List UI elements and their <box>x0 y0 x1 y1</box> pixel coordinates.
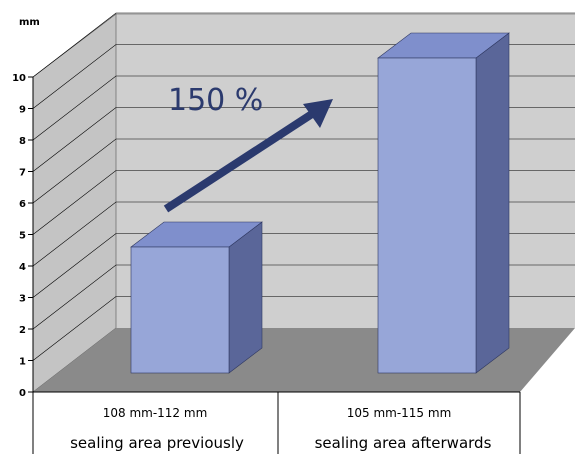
y-tick-label: 8 <box>19 136 26 147</box>
y-tick-label: 10 <box>12 73 26 84</box>
bar <box>377 32 510 374</box>
y-axis-unit: mm <box>19 17 40 28</box>
side-wall <box>32 13 117 393</box>
bar-front <box>130 246 230 374</box>
category-sublabel: sealing area afterwards <box>315 434 492 452</box>
y-tick-label: 0 <box>19 388 26 399</box>
bar-side <box>475 32 510 374</box>
y-tick-label: 4 <box>19 262 26 273</box>
y-axis-ticks: 0 1 2 3 4 5 6 7 8 9 10 <box>12 73 33 399</box>
category-label: 108 mm-112 mm <box>103 406 208 420</box>
y-tick-label: 5 <box>19 231 26 242</box>
annotation-label: 150 % <box>168 83 263 118</box>
gridline <box>32 12 575 78</box>
bar-front <box>377 57 477 374</box>
bar <box>130 221 263 374</box>
y-tick-label: 6 <box>19 199 26 210</box>
increase-arrow <box>163 99 333 213</box>
y-tick-label: 1 <box>19 357 26 368</box>
category-label: 105 mm-115 mm <box>347 406 452 420</box>
category-sublabel: sealing area previously <box>70 434 244 452</box>
y-tick-label: 3 <box>19 294 26 305</box>
y-tick-label: 7 <box>19 168 26 179</box>
y-tick-label: 2 <box>19 325 26 336</box>
bars <box>130 32 510 374</box>
y-tick-label: 9 <box>19 105 26 116</box>
bar-side <box>228 221 263 374</box>
